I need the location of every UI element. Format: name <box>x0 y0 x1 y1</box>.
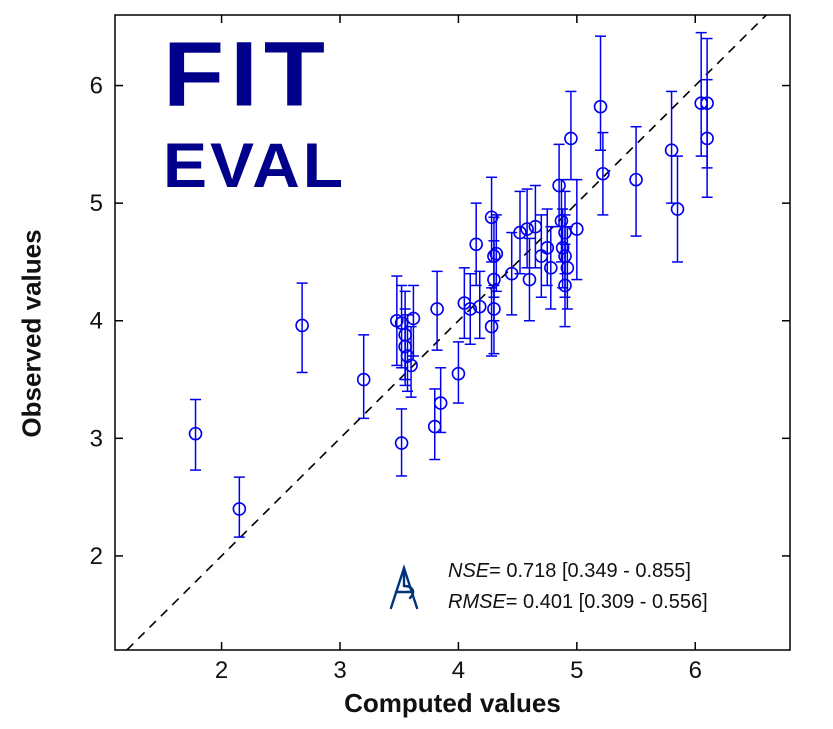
rmse-label: RMSE <box>448 591 506 613</box>
data-point-marker <box>543 261 558 275</box>
nse-value: = 0.718 [0.349 - 0.855] <box>489 560 691 582</box>
fiteval-logo-eval-text: EVAL <box>163 130 347 201</box>
data-point-marker <box>513 225 527 240</box>
data-point-marker <box>472 299 487 314</box>
data-point-marker <box>433 396 448 410</box>
data-point-marker <box>570 222 584 236</box>
goodness-of-fit-stats: NSE= 0.718 [0.349 - 0.855] RMSE= 0.401 [… <box>448 556 708 618</box>
data-point-marker <box>232 502 247 516</box>
data-point-marker <box>295 318 309 333</box>
data-point-marker <box>596 166 610 181</box>
data-point-marker <box>558 278 572 293</box>
data-point-marker <box>451 366 466 381</box>
data-point-marker <box>540 241 555 255</box>
data-point-marker <box>564 131 578 146</box>
data-point-marker <box>560 261 575 275</box>
y-tick-label: 4 <box>90 308 103 335</box>
y-tick-label: 3 <box>90 425 103 452</box>
data-point-marker <box>404 358 418 373</box>
axes-box <box>114 14 791 651</box>
data-point-marker <box>406 311 421 326</box>
data-point-marker <box>522 272 537 287</box>
data-point-marker <box>484 319 499 334</box>
fiteval-logo: FIT EVAL <box>163 28 346 200</box>
fiteval-mark-icon <box>389 564 419 610</box>
y-tick-label: 6 <box>90 73 103 100</box>
data-point-marker <box>489 246 504 261</box>
data-point-marker <box>469 237 483 252</box>
data-point-marker <box>700 131 714 146</box>
y-tick-label: 2 <box>90 543 103 570</box>
data-point-marker <box>593 99 608 114</box>
data-point-marker <box>356 372 371 387</box>
x-tick-label: 2 <box>215 657 228 684</box>
data-point-marker <box>555 241 570 255</box>
data-point-marker <box>430 302 444 316</box>
data-point-marker <box>394 436 409 450</box>
x-axis-label: Computed values <box>344 688 561 718</box>
data-point-marker <box>520 222 534 236</box>
data-point-marker <box>629 172 643 187</box>
rmse-value: = 0.401 [0.309 - 0.556] <box>505 591 708 613</box>
nse-label: NSE <box>448 560 490 582</box>
data-point-marker <box>188 426 203 441</box>
y-tick-label: 5 <box>90 190 103 217</box>
fiteval-logo-fit-text: FIT <box>163 22 331 126</box>
nse-stat-line: NSE= 0.718 [0.349 - 0.855] <box>448 556 708 587</box>
data-point-marker <box>664 143 679 158</box>
x-tick-label: 3 <box>333 657 346 684</box>
data-point-marker <box>487 302 501 316</box>
rmse-stat-line: RMSE= 0.401 [0.309 - 0.556] <box>448 587 708 618</box>
x-tick-label: 6 <box>689 657 702 684</box>
x-tick-label: 4 <box>452 657 465 684</box>
data-point-marker <box>670 202 685 216</box>
identity-line <box>126 14 767 651</box>
y-axis-label: Observed values <box>16 229 47 438</box>
x-tick-label: 5 <box>570 657 583 684</box>
data-point-marker <box>463 302 478 316</box>
